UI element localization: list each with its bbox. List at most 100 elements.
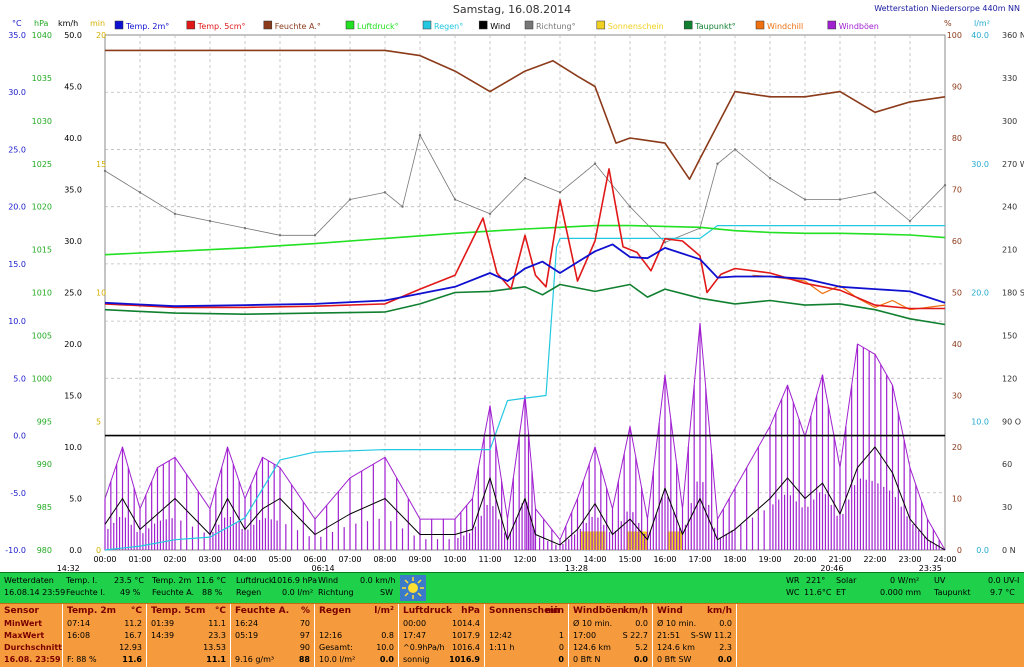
cell-time: 1:11 h	[489, 643, 515, 652]
humidity-tick-label: 90	[952, 83, 962, 92]
table-column: Windböen km/h Ø 10 min. 0.0 17:00 S 22.7 124.6…	[569, 604, 653, 667]
table-column: Regen l/m² 12:16 0.8 Gesamt: 10.0 10.0 l/m² 0.0	[315, 604, 399, 667]
cell-value: 97	[299, 631, 310, 640]
chart-plot-area	[103, 49, 947, 551]
cell-value: 1016.4	[452, 643, 480, 652]
time-tick-label: 12:00	[513, 555, 536, 564]
legend-swatch	[422, 20, 432, 30]
cell-value: S 22.7	[622, 631, 648, 640]
cell-value: 12.93	[119, 643, 142, 652]
cell-value: 0.0	[635, 619, 648, 628]
label-wind: Wind	[318, 576, 339, 585]
sun-event-label: 20:46	[820, 564, 843, 572]
wind-series-line	[104, 446, 946, 551]
wind-tick-label: 0.0	[69, 546, 82, 555]
cell-time: 01:39	[151, 619, 175, 628]
legend-label: Temp. 5cm°	[197, 22, 246, 31]
column-header: Windböen	[573, 606, 624, 616]
wind-tick-label: 25.0	[64, 289, 82, 298]
sun-event-label: 13:28	[565, 564, 588, 572]
column-unit: l/m²	[374, 606, 394, 616]
wind-tick-label: 45.0	[64, 83, 82, 92]
column-unit: min	[545, 606, 564, 616]
sun-tick-label: 15	[96, 160, 106, 169]
wind-tick-label: 50.0	[64, 31, 82, 40]
label-solar: Solar	[836, 576, 857, 585]
sun-event-label: 06:14	[312, 564, 335, 572]
direction-tick-label: 210	[1002, 246, 1017, 255]
rain-tick-label: 0.0	[976, 546, 989, 555]
legend-label: Feuchte A.°	[275, 22, 321, 31]
cell-time: 00:00	[403, 619, 427, 628]
cell-time: 17:00	[573, 631, 597, 640]
legend-swatch	[478, 20, 488, 30]
value-regen: 0.0 l/m²	[282, 588, 314, 597]
cell-time: 124.6 km	[573, 643, 611, 652]
cell-time: 16:24	[235, 619, 259, 628]
cell-time: Gesamt:	[319, 643, 353, 652]
time-tick-label: 06:00	[303, 555, 326, 564]
row-label-max: MaxWert	[4, 631, 45, 640]
cell-value: 11.1	[208, 619, 226, 628]
rain-tick-label: 30.0	[971, 160, 989, 169]
direction-tick-label: 90 O	[1002, 417, 1021, 426]
cell-time: 14:39	[151, 631, 175, 640]
unit-rain: l/m²	[974, 19, 990, 28]
x-axis-labels: 00:00 01:00 02:00 03:00 04:00 05:00 06:00 07:00…	[93, 555, 956, 564]
direction-tick-label: 240	[1002, 203, 1017, 212]
cell-time: ^0.9hPa/h	[403, 643, 445, 652]
table-column: Temp. 2m °C 07:14 11.2 16:08 16.7 12.93 F: 88 %…	[63, 604, 147, 667]
pressure-tick-label: 995	[37, 417, 52, 426]
wetterdaten-time: 16.08.14 23:59	[4, 588, 66, 597]
column-unit: hPa	[461, 606, 480, 616]
table-column: Feuchte A.% 16:24 70 05:19 97 90 9.16 g/m³ 88	[231, 604, 315, 667]
value-taupunkt: 9.7 °C	[990, 588, 1015, 597]
cell-value: 0.0	[717, 655, 732, 664]
legend-label: Wind	[490, 22, 510, 31]
legend-label: Windböen	[839, 22, 879, 31]
wind-tick-label: 35.0	[64, 186, 82, 195]
rain-tick-label: 10.0	[971, 417, 989, 426]
cell-value: 1014.4	[452, 619, 480, 628]
legend-label: Temp. 2m°	[125, 22, 169, 31]
cell-time: sonnig	[403, 655, 430, 664]
time-tick-label: 09:00	[408, 555, 431, 564]
cell-value: 11.1	[206, 655, 226, 664]
time-tick-label: 17:00	[688, 555, 711, 564]
humidity-series-line	[105, 49, 946, 180]
humidity-tick-label: 40	[952, 340, 962, 349]
direction-tick-label: 300	[1002, 117, 1017, 126]
time-tick-label: 24:00	[933, 555, 956, 564]
time-tick-label: 00:00	[93, 555, 116, 564]
legend-label: Luftdruck°	[357, 22, 399, 31]
station-name: Wetterstation Niedersorpe 440m NN	[874, 4, 1020, 13]
table-column: Temp. 5cm °C 01:39 11.1 14:39 23.3 13.53 11.1	[147, 604, 231, 667]
label-feuchte-a: Feuchte A.	[152, 588, 195, 597]
cell-time: 9.16 g/m³	[235, 655, 275, 664]
humidity-tick-label: 70	[952, 186, 962, 195]
time-tick-label: 05:00	[268, 555, 291, 564]
legend-swatch	[683, 20, 693, 30]
temp-tick-label: 10.0	[8, 317, 26, 326]
cell-value: 10.0	[376, 643, 394, 652]
pressure-tick-label: 1005	[32, 331, 52, 340]
cell-value: 11.6	[122, 655, 142, 664]
table-column: Sonnenschein min 12:42 1 1:11 h 0 0	[485, 604, 569, 667]
time-tick-label: 14:00	[583, 555, 606, 564]
value-solar: 0 W/m²	[890, 576, 920, 585]
time-tick-label: 13:00	[548, 555, 571, 564]
unit-humidity: %	[944, 19, 952, 28]
label-richtung: Richtung	[318, 588, 354, 597]
time-tick-label: 23:00	[898, 555, 921, 564]
cell-value: 0	[558, 655, 564, 664]
label-regen: Regen	[236, 588, 262, 597]
legend-swatch	[114, 20, 124, 30]
direction-tick-label: 120	[1002, 374, 1017, 383]
label-wc: WC	[786, 588, 800, 597]
label-uv: UV	[934, 576, 946, 585]
cell-time: 05:19	[235, 631, 259, 640]
cell-value: 2.3	[719, 643, 732, 652]
sun-event-label: 23:35	[919, 564, 942, 572]
pressure-tick-label: 1025	[32, 160, 52, 169]
pressure-series-line	[104, 224, 946, 256]
